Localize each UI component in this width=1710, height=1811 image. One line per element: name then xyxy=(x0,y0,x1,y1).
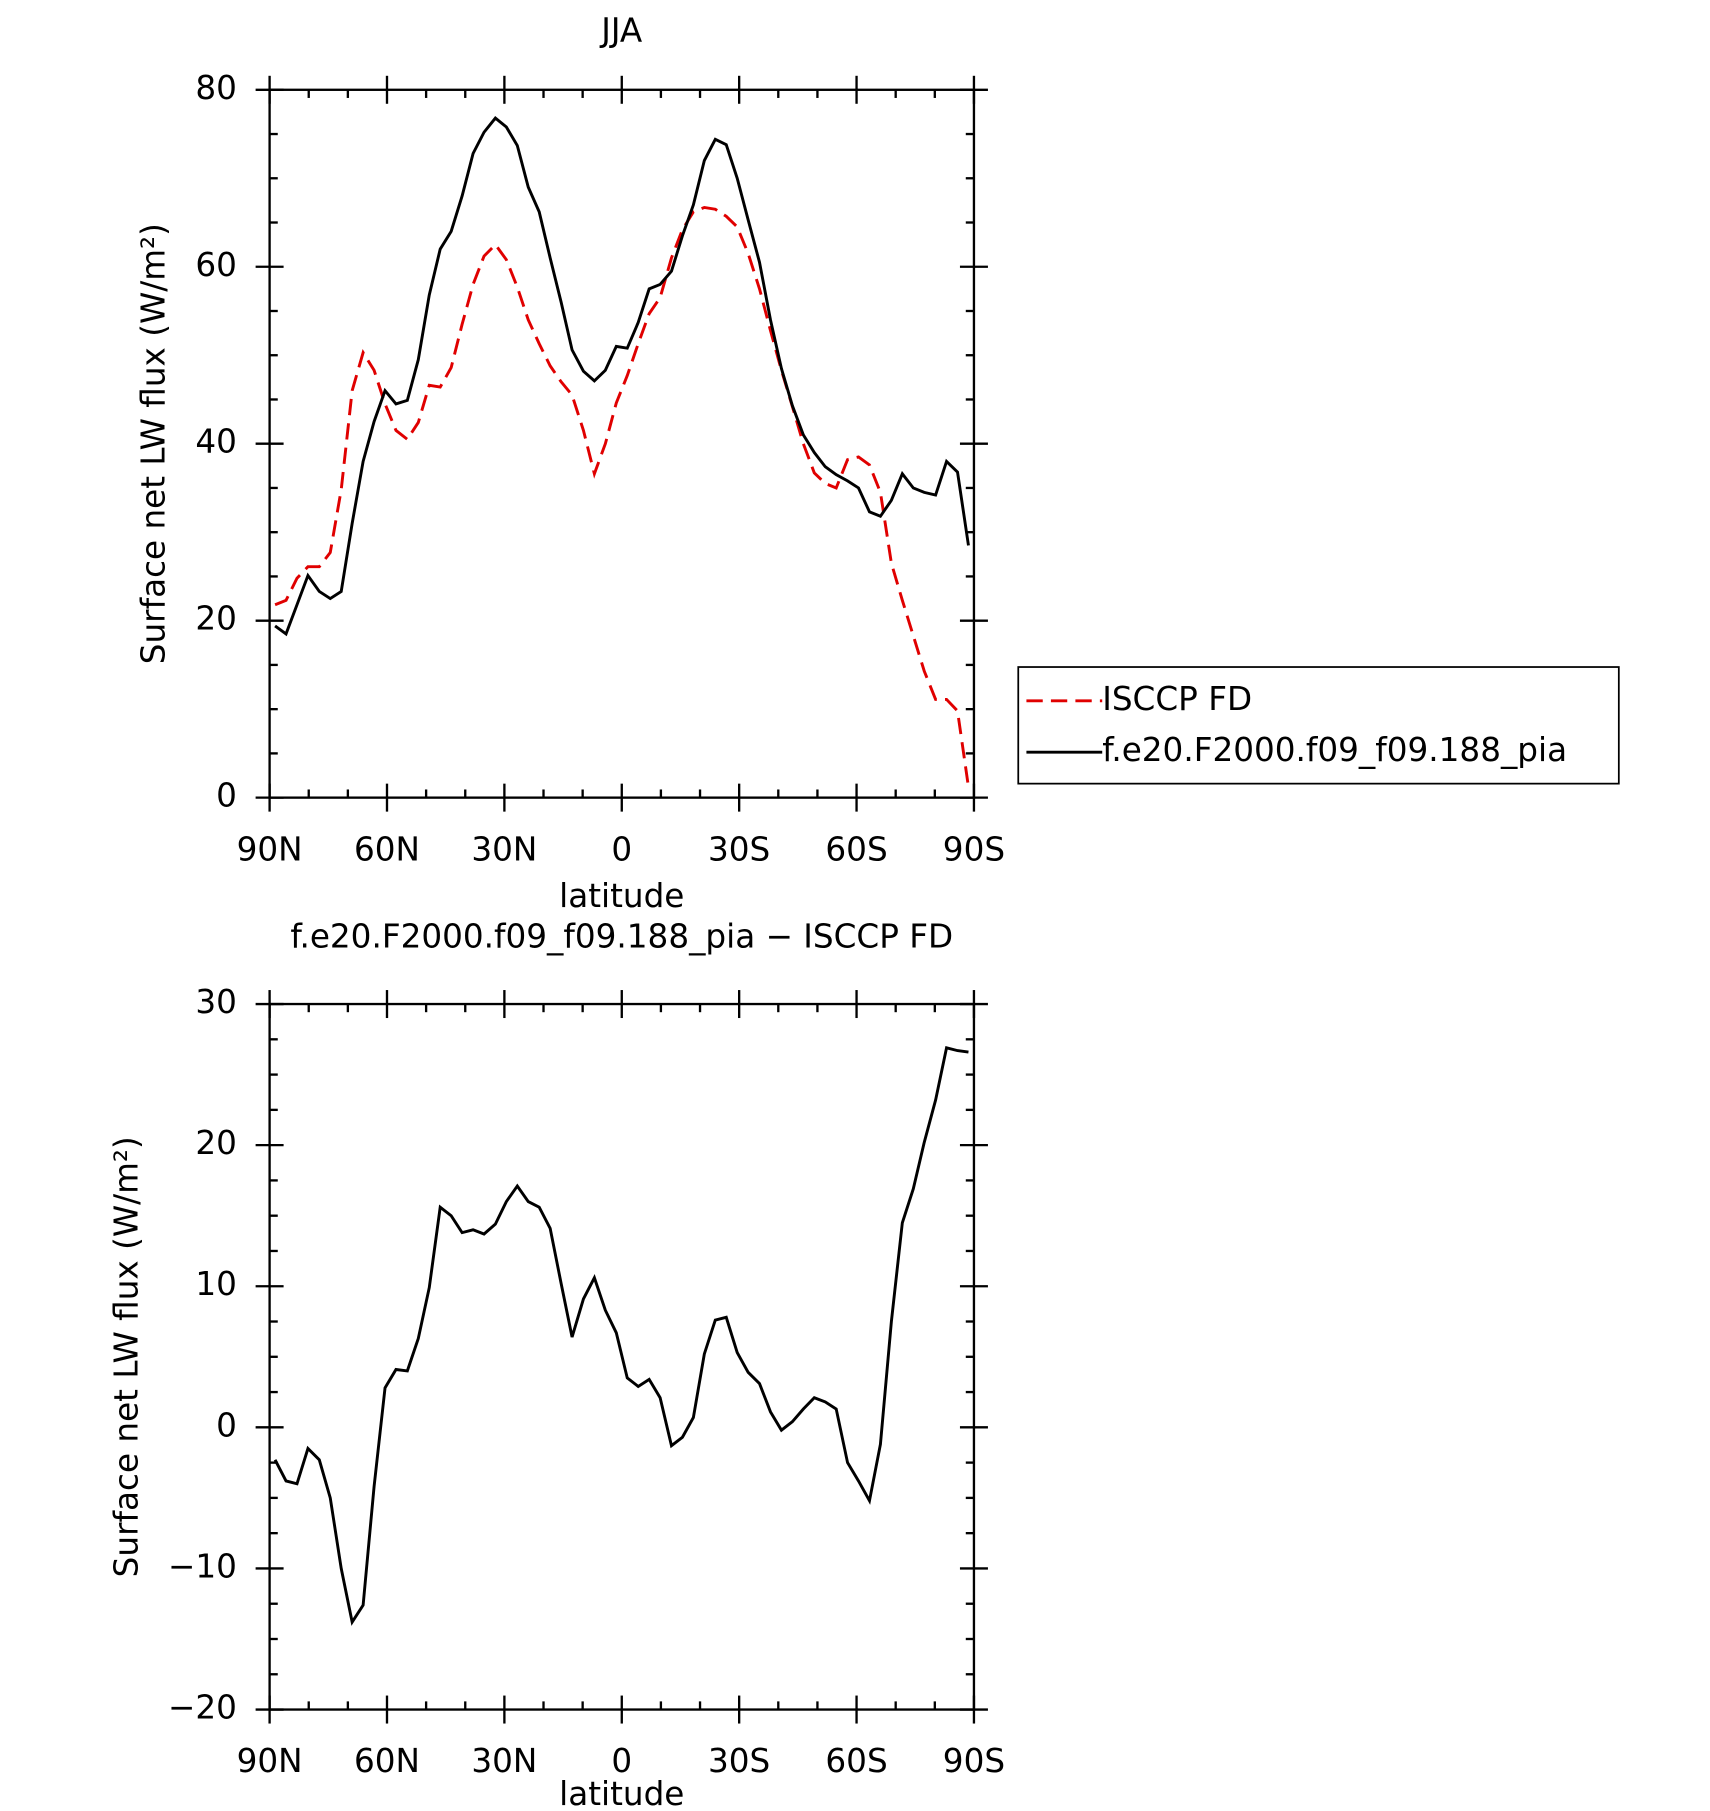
y-tick-label: 40 xyxy=(195,423,237,461)
x-axis-label: latitude xyxy=(559,1775,684,1811)
y-tick-label: 60 xyxy=(195,246,237,284)
x-axis-label: latitude xyxy=(559,877,684,915)
x-tick-label: 90N xyxy=(237,1742,303,1780)
data-line xyxy=(274,116,970,637)
x-tick-label: 60N xyxy=(354,1742,420,1780)
x-tick-label: 90N xyxy=(237,830,303,868)
x-tick-label: 0 xyxy=(611,1742,632,1780)
x-tick-label: 0 xyxy=(611,830,632,868)
y-tick-label: 20 xyxy=(195,1124,237,1162)
y-tick-label: −10 xyxy=(168,1547,237,1585)
x-tick-label: 30N xyxy=(471,1742,537,1780)
y-tick-label: 10 xyxy=(195,1265,237,1303)
x-tick-label: 60S xyxy=(825,1742,887,1780)
y-axis-label: Surface net LW flux (W/m²) xyxy=(108,1136,146,1577)
y-tick-label: 0 xyxy=(216,777,237,815)
x-tick-label: 90S xyxy=(943,830,1005,868)
y-tick-label: 0 xyxy=(216,1406,237,1444)
legend-label: f.e20.F2000.f09_f09.188_pia xyxy=(1102,731,1567,769)
x-tick-label: 30N xyxy=(471,830,537,868)
plot-frame xyxy=(268,88,976,799)
x-tick-label: 30S xyxy=(708,1742,770,1780)
x-tick-label: 60N xyxy=(354,830,420,868)
legend-box xyxy=(1017,666,1620,785)
data-line xyxy=(274,205,970,788)
x-tick-label: 60S xyxy=(825,830,887,868)
y-tick-label: −20 xyxy=(168,1689,237,1727)
y-tick-label: 20 xyxy=(195,600,237,638)
legend-label: ISCCP FD xyxy=(1102,680,1252,718)
chart-panel: f.e20.F2000.f09_f09.188_pia − ISCCP FD la… xyxy=(108,918,1006,1811)
y-tick-label: 30 xyxy=(195,983,237,1021)
y-tick-label: 80 xyxy=(195,69,237,107)
data-line xyxy=(273,1045,969,1626)
x-tick-label: 30S xyxy=(708,830,770,868)
x-tick-label: 90S xyxy=(943,1742,1005,1780)
chart-title: f.e20.F2000.f09_f09.188_pia − ISCCP FD xyxy=(290,918,953,956)
chart-panel: JJA latitude Surface net LW flux (W/m²) 0 20… xyxy=(134,12,1620,915)
chart-title: JJA xyxy=(599,12,643,50)
y-axis-label: Surface net LW flux (W/m²) xyxy=(134,223,172,664)
